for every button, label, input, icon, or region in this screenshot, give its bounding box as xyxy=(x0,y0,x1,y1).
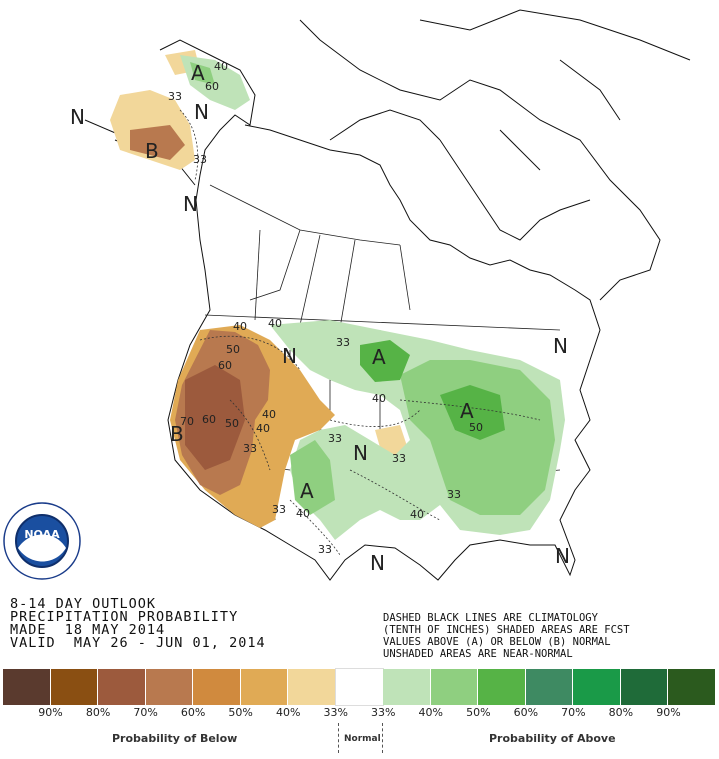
title-line-2: PRECIPITATION PROBABILITY xyxy=(10,609,239,625)
coastline xyxy=(84,9,691,581)
legend-percent-label: 33% xyxy=(323,706,348,719)
noaa-logo-text: NOAA xyxy=(24,528,60,541)
category-labels: A N N B N B N A A A N N N N xyxy=(70,61,570,575)
label-alaska-a: A xyxy=(191,61,205,85)
legend-swatch xyxy=(50,669,99,705)
legend-percent-label: 80% xyxy=(85,706,111,719)
legend-percent-label: 90% xyxy=(656,706,681,719)
label-central-n: N xyxy=(353,441,368,465)
title-line-4: VALID MAY 26 - JUN 01, 2014 xyxy=(10,635,266,651)
label-west-b: B xyxy=(170,422,184,446)
contour-value: 60 xyxy=(202,413,216,426)
contour-value: 40 xyxy=(256,422,270,435)
legend-swatch xyxy=(668,669,716,705)
label-alaska-b: B xyxy=(145,139,159,163)
contour-value: 33 xyxy=(336,336,350,349)
label-plains-a: A xyxy=(372,345,386,369)
normal-caption: Normal xyxy=(344,734,381,744)
contour-value: 33 xyxy=(193,153,207,166)
legend-swatch xyxy=(525,669,574,705)
label-sw-a: A xyxy=(300,479,314,503)
legend-swatch xyxy=(288,669,336,705)
legend-percent-label: 70% xyxy=(133,706,158,719)
label-texas-n: N xyxy=(370,551,385,575)
contour-value: 40 xyxy=(262,408,276,421)
legend-percent-label: 80% xyxy=(608,706,634,719)
above-shading xyxy=(180,55,565,540)
legend-swatch xyxy=(620,669,669,705)
notes-line-4: UNSHADED AREAS ARE NEAR-NORMAL xyxy=(383,648,573,660)
contour-value: 40 xyxy=(268,317,282,330)
label-east-a: A xyxy=(460,399,474,423)
legend-percent-label: 40% xyxy=(418,706,443,719)
contour-value: 50 xyxy=(469,421,483,434)
label-pnw-n: N xyxy=(282,344,297,368)
label-bc-n: N xyxy=(183,192,198,216)
label-alaska-n2: N xyxy=(194,100,209,124)
precipitation-outlook-map: A N N B N B N A A A N N N N 33 40 60 40 … xyxy=(3,9,691,581)
legend-swatch xyxy=(98,669,146,705)
notes-line-1: DASHED BLACK LINES ARE CLIMATOLOGY xyxy=(383,612,598,624)
legend-percent-label: 90% xyxy=(38,706,63,719)
contour-value: 33 xyxy=(447,488,461,501)
legend-percent-label: 60% xyxy=(180,706,206,719)
contour-value: 70 xyxy=(180,415,194,428)
contour-value: 33 xyxy=(328,432,342,445)
contour-value: 60 xyxy=(205,80,219,93)
legend-percent-label: 50% xyxy=(466,706,491,719)
contour-value: 33 xyxy=(318,543,332,556)
contour-value: 50 xyxy=(226,343,240,356)
legend-percent-labels: 90% 80% 70% 60% 50% 40% 33% 33% 40% 50% 60% 70% 80% 9… xyxy=(3,706,716,719)
notes-line-2: (TENTH OF INCHES) SHADED AREAS ARE FCST xyxy=(383,624,630,636)
legend-percent-label: 60% xyxy=(513,706,539,719)
title-line-1: 8-14 DAY OUTLOOK xyxy=(10,596,157,612)
legend-swatch xyxy=(383,669,431,705)
legend-swatch xyxy=(430,669,479,705)
legend-swatch xyxy=(3,669,51,705)
legend-swatch xyxy=(478,669,526,705)
legend-percent-label: 33% xyxy=(371,706,396,719)
legend-swatch xyxy=(145,669,194,705)
contour-value: 50 xyxy=(225,417,239,430)
noaa-logo: NOAA xyxy=(3,502,81,580)
contour-value: 60 xyxy=(218,359,232,372)
contour-value-labels: 33 40 60 40 50 60 70 60 50 40 33 33 33 4… xyxy=(168,60,483,556)
legend-percent-label: 70% xyxy=(561,706,586,719)
below-shading xyxy=(110,50,410,528)
label-fl-n: N xyxy=(555,544,570,568)
climatology-contours xyxy=(179,109,541,556)
map-notes: DASHED BLACK LINES ARE CLIMATOLOGY (TENT… xyxy=(383,612,630,660)
legend-percent-label: 40% xyxy=(275,706,301,719)
legend-divider-left xyxy=(338,723,339,753)
contour-value: 40 xyxy=(214,60,228,73)
label-ne-n: N xyxy=(553,334,568,358)
legend-swatch xyxy=(573,669,621,705)
contour-value: 33 xyxy=(272,503,286,516)
contour-value: 33 xyxy=(168,90,182,103)
legend-percent-label: 50% xyxy=(228,706,253,719)
legend-swatch xyxy=(193,669,241,705)
title-line-3: MADE 18 MAY 2014 xyxy=(10,622,166,638)
notes-line-3: VALUES ABOVE (A) OR BELOW (B) NORMAL xyxy=(383,636,611,648)
legend-color-bar xyxy=(3,668,716,706)
legend-swatch xyxy=(334,668,385,706)
label-alaska-n1: N xyxy=(70,105,85,129)
contour-value: 40 xyxy=(372,392,386,405)
legend-swatch xyxy=(240,669,289,705)
below-caption: Probability of Below xyxy=(112,732,238,745)
contour-value: 33 xyxy=(243,442,257,455)
legend-divider-right xyxy=(382,723,383,753)
above-caption: Probability of Above xyxy=(489,732,616,745)
contour-value: 33 xyxy=(392,452,406,465)
contour-value: 40 xyxy=(296,507,310,520)
contour-value: 40 xyxy=(233,320,247,333)
contour-value: 40 xyxy=(410,508,424,521)
outlook-title: 8-14 DAY OUTLOOK PRECIPITATION PROBABILI… xyxy=(10,596,266,651)
